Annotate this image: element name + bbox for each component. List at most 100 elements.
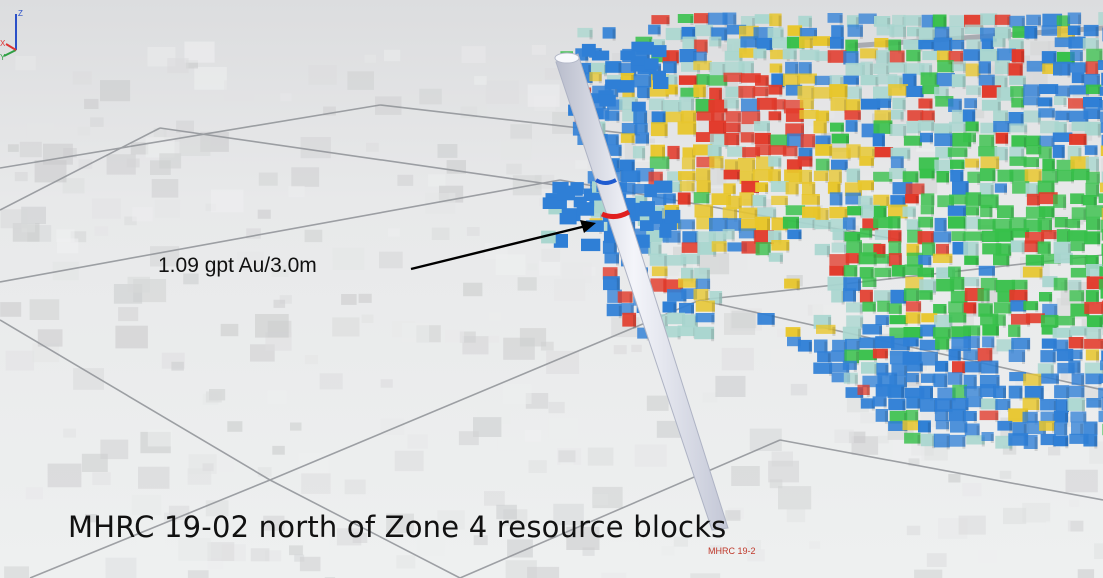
resource-block [755, 75, 769, 86]
resource-block [1101, 243, 1103, 256]
ground-tile [47, 463, 82, 488]
resource-block-shade [721, 113, 725, 124]
resource-block-shade [814, 29, 817, 42]
ground-tile [473, 417, 502, 437]
resource-block-shade [771, 315, 775, 327]
ground-tile [387, 228, 400, 237]
resource-block [753, 48, 767, 59]
resource-block-shade [949, 39, 953, 53]
ground-tile [497, 437, 516, 451]
ground-tile [646, 395, 669, 411]
ground-tile [308, 65, 337, 85]
resource-block-shade [886, 302, 890, 314]
ground-tile [656, 420, 681, 438]
resource-block [1055, 399, 1069, 412]
resource-block-shade [859, 242, 862, 256]
ground-tile [488, 335, 500, 343]
resource-block [1042, 276, 1058, 288]
ground-tile [25, 487, 43, 500]
resource-block-shade [1007, 28, 1011, 41]
resource-block [787, 133, 804, 148]
ground-tile [1069, 499, 1080, 507]
resource-block [889, 50, 905, 63]
resource-block [888, 241, 902, 256]
resource-block [1052, 327, 1073, 338]
resource-block-shade [977, 41, 981, 52]
resource-block-shade [904, 412, 908, 426]
ground-tile [394, 450, 424, 472]
resource-block-shade [1037, 112, 1041, 125]
resource-block-shade [918, 137, 922, 148]
ground-tile [397, 174, 414, 186]
resource-block-shade [931, 207, 934, 217]
resource-block-shade [614, 269, 618, 282]
resource-block [724, 133, 740, 146]
resource-block-shade [888, 269, 892, 280]
resource-block-shade [1066, 112, 1070, 123]
resource-block [845, 120, 858, 132]
resource-block-shade [690, 16, 694, 25]
resource-block [859, 337, 876, 349]
resource-block-shade [882, 245, 886, 260]
resource-block-shade [1079, 52, 1083, 63]
resource-block [662, 230, 681, 243]
resource-block [723, 122, 741, 133]
resource-block [1011, 279, 1028, 290]
resource-block [876, 254, 891, 264]
resource-block [814, 51, 832, 61]
resource-block [1068, 230, 1088, 242]
drillhole-mhrc-19-02[interactable] [554, 52, 729, 531]
ground-tile [341, 294, 357, 305]
resource-block [634, 195, 648, 205]
resource-block-shade [722, 64, 726, 78]
ground-tile [361, 314, 374, 323]
resource-block [752, 195, 767, 207]
resource-block-shade [798, 231, 802, 242]
resource-block [648, 242, 662, 255]
resource-block-shade [687, 194, 691, 207]
resource-block-shade [1098, 86, 1102, 96]
resource-block-shade [1098, 400, 1102, 410]
resource-block-shade [812, 183, 816, 198]
ground-tile [386, 513, 414, 534]
resource-block [797, 156, 813, 167]
resource-block [1100, 288, 1103, 299]
resource-block-shade [916, 28, 920, 39]
resource-block [995, 132, 1009, 144]
resource-block [723, 169, 740, 180]
resource-block [980, 204, 993, 218]
resource-block [902, 206, 916, 217]
resource-block-shade [765, 88, 769, 99]
ground-tile [218, 460, 235, 472]
resource-block [740, 73, 761, 83]
resource-block [918, 39, 935, 50]
resource-block [1069, 85, 1090, 95]
resource-block [995, 435, 1013, 449]
resource-block-shade [973, 413, 977, 423]
ground-tile [138, 466, 170, 489]
resource-block [1071, 421, 1084, 435]
resource-block-shade [962, 363, 966, 376]
resource-block-shade [751, 134, 755, 145]
resource-block-shade [662, 146, 665, 161]
ground-tile [1101, 158, 1103, 173]
resource-block-shade [692, 173, 696, 183]
ground-tile [747, 549, 765, 562]
resource-block-shade [965, 183, 969, 197]
ground-tile [610, 542, 639, 562]
resource-block-shade [1004, 185, 1007, 195]
ground-tile [908, 458, 920, 467]
resource-block [812, 36, 831, 46]
resource-block-shade [1034, 28, 1038, 41]
resource-block-shade [929, 100, 933, 111]
resource-block [996, 339, 1014, 352]
resource-block [1053, 435, 1069, 447]
resource-block [697, 241, 717, 255]
resource-block-shade [672, 195, 676, 206]
resource-block [785, 108, 804, 122]
resource-block [709, 36, 722, 47]
resource-block [888, 216, 901, 229]
resource-block-shade [1024, 291, 1028, 304]
resource-block-shade [1021, 148, 1025, 160]
